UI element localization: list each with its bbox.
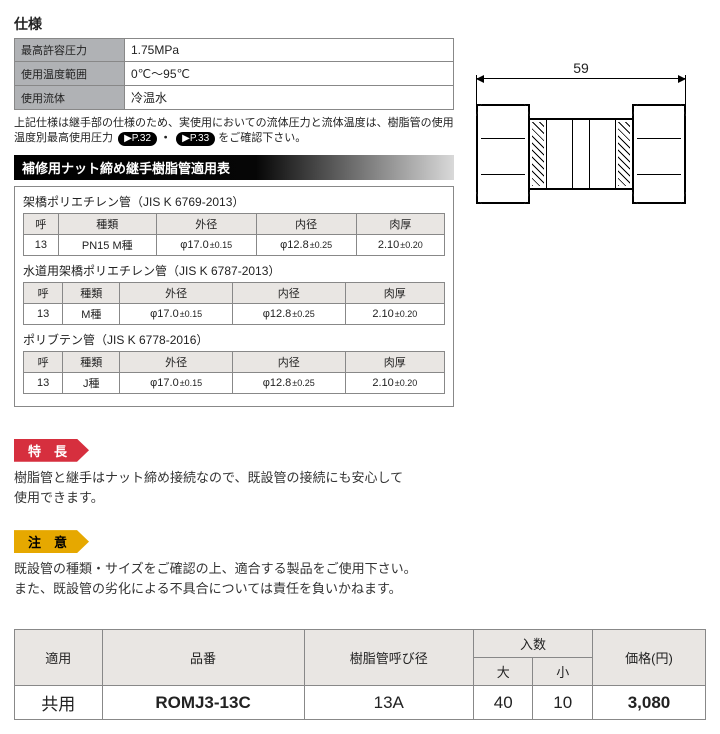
pipe-col-hdr: 種類: [63, 282, 120, 303]
pipe-group-title: 水道用架橋ポリエチレン管（JIS K 6787-2013）: [23, 262, 445, 279]
pipe-cell: M種: [63, 303, 120, 324]
pipe-cell: φ12.8±0.25: [232, 372, 345, 393]
price-apply: 共用: [15, 686, 103, 720]
price-code: ROMJ3-13C: [102, 686, 304, 720]
price-size: 13A: [304, 686, 474, 720]
price-hdr-code: 品番: [102, 630, 304, 686]
price-hdr-size: 樹脂管呼び径: [304, 630, 474, 686]
pipe-col-hdr: 内径: [256, 213, 356, 234]
dim-value: 59: [476, 60, 686, 76]
price-hdr-price: 価格(円): [592, 630, 705, 686]
price-hdr-qty-l: 大: [474, 658, 533, 686]
pipe-cell: 2.10±0.20: [345, 372, 444, 393]
spec-label: 使用流体: [15, 86, 125, 110]
pipe-col-hdr: 肉厚: [345, 351, 444, 372]
spec-value: 冷温水: [125, 86, 454, 110]
pipe-col-hdr: 呼: [24, 282, 63, 303]
pipe-col-hdr: 外径: [120, 351, 233, 372]
pipe-cell: φ17.0±0.15: [156, 234, 256, 255]
page-ref-pill: ▶P.32: [118, 132, 157, 146]
pipe-col-hdr: 外径: [156, 213, 256, 234]
spec-table: 最高許容圧力 1.75MPa 使用温度範囲 0℃〜95℃ 使用流体 冷温水: [14, 38, 454, 110]
spec-label: 最高許容圧力: [15, 39, 125, 62]
pipe-col-hdr: 呼: [24, 213, 59, 234]
pipe-cell: φ12.8±0.25: [256, 234, 356, 255]
pipe-col-hdr: 呼: [24, 351, 63, 372]
spec-label: 使用温度範囲: [15, 62, 125, 86]
pipe-cell: 13: [24, 234, 59, 255]
note-text-b: をご確認下さい。: [218, 132, 306, 144]
pipe-col-hdr: 外径: [120, 282, 233, 303]
pipe-col-hdr: 種類: [58, 213, 156, 234]
page-ref-pill: ▶P.33: [176, 132, 215, 146]
pipe-group-title: ポリブテン管（JIS K 6778-2016）: [23, 331, 445, 348]
pipe-cell: J種: [63, 372, 120, 393]
pipe-cell: 2.10±0.20: [345, 303, 444, 324]
spec-value: 0℃〜95℃: [125, 62, 454, 86]
pipe-col-hdr: 内径: [232, 351, 345, 372]
price-hdr-qty: 入数: [474, 630, 593, 658]
pipe-table: 呼種類外径内径肉厚 13PN15 M種φ17.0±0.15φ12.8±0.252.…: [23, 213, 445, 256]
spec-title: 仕様: [14, 14, 454, 34]
pipe-cell: φ17.0±0.15: [120, 372, 233, 393]
pipe-table: 呼種類外径内径肉厚 13M種φ17.0±0.15φ12.8±0.252.10±0.…: [23, 282, 445, 325]
feature-tag: 特 長: [14, 439, 89, 462]
spec-value: 1.75MPa: [125, 39, 454, 62]
price-qty-l: 40: [474, 686, 533, 720]
pipe-col-hdr: 肉厚: [356, 213, 444, 234]
pipe-cell: 2.10±0.20: [356, 234, 444, 255]
price-qty-s: 10: [533, 686, 592, 720]
pipe-group-title: 架橋ポリエチレン管（JIS K 6769-2013）: [23, 193, 445, 210]
apptable-header: 補修用ナット締め継手樹脂管適用表: [14, 155, 454, 180]
pipe-cell: φ12.8±0.25: [232, 303, 345, 324]
price-table: 適用 品番 樹脂管呼び径 入数 価格(円) 大 小 共用 ROMJ3-13C 1…: [14, 629, 706, 720]
price-hdr-qty-s: 小: [533, 658, 592, 686]
price-value: 3,080: [592, 686, 705, 720]
feature-text: 樹脂管と継手はナット締め接続なので、既設管の接続にも安心して 使用できます。: [14, 468, 706, 508]
pipe-col-hdr: 肉厚: [345, 282, 444, 303]
pipe-col-hdr: 種類: [63, 351, 120, 372]
pipe-cell: 13: [24, 372, 63, 393]
pipe-cell: φ17.0±0.15: [120, 303, 233, 324]
pipe-col-hdr: 内径: [232, 282, 345, 303]
pipe-block: 架橋ポリエチレン管（JIS K 6769-2013）呼種類外径内径肉厚13PN1…: [14, 186, 454, 407]
caution-text: 既設管の種類・サイズをご確認の上、適合する製品をご使用下さい。 また、既設管の劣…: [14, 559, 706, 599]
pipe-table: 呼種類外径内径肉厚 13J種φ17.0±0.15φ12.8±0.252.10±0.…: [23, 351, 445, 394]
price-hdr-apply: 適用: [15, 630, 103, 686]
spec-note: 上記仕様は継手部の仕様のため、実使用においての流体圧力と流体温度は、樹脂管の使用…: [14, 116, 454, 147]
pipe-cell: PN15 M種: [58, 234, 156, 255]
caution-tag: 注 意: [14, 530, 89, 553]
fitting-diagram: 59: [466, 54, 696, 234]
pipe-cell: 13: [24, 303, 63, 324]
